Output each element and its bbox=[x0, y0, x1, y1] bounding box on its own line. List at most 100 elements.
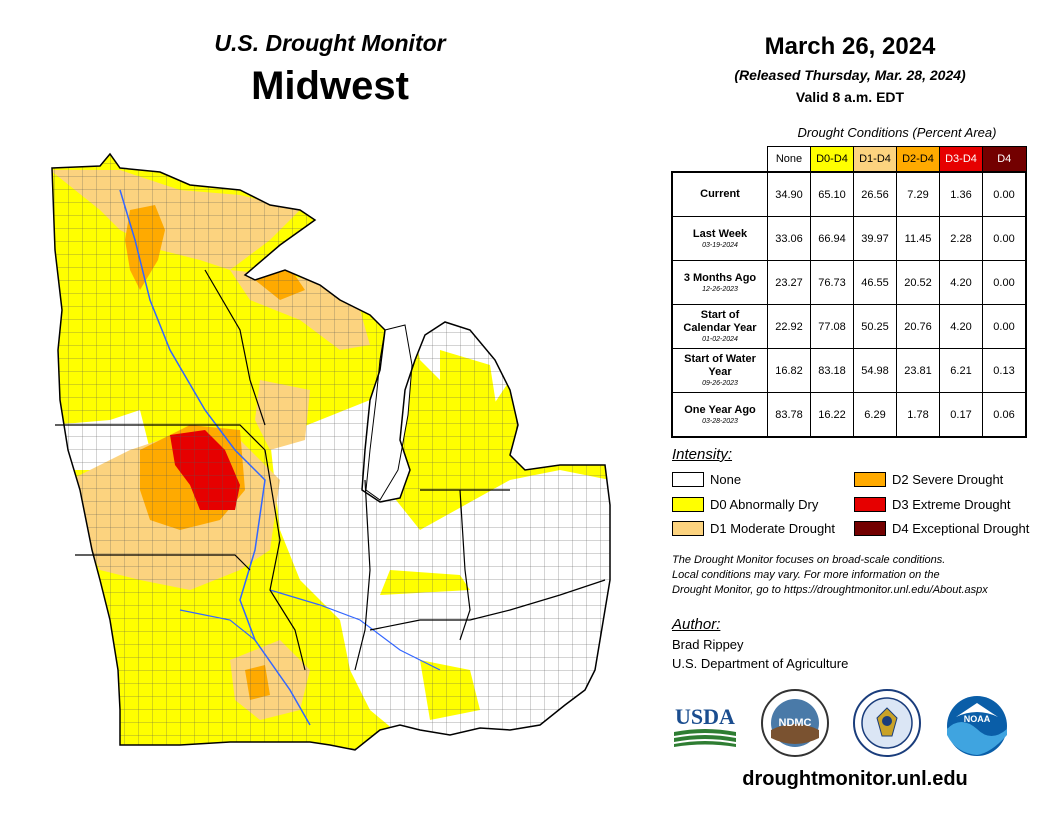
table-cell: 34.90 bbox=[767, 171, 811, 217]
table-cell: 54.98 bbox=[853, 348, 897, 393]
table-cell: 22.92 bbox=[767, 304, 811, 349]
row-date: 09-26-2023 bbox=[702, 380, 738, 387]
legend-swatch bbox=[672, 472, 704, 487]
table-cell: 0.00 bbox=[982, 304, 1027, 349]
row-label: One Year Ago 03-28-2023 bbox=[671, 392, 768, 438]
table-cell: 20.76 bbox=[896, 304, 940, 349]
ndmc-logo: NDMC bbox=[761, 689, 829, 757]
mn-ia-border bbox=[55, 424, 266, 451]
row-date: 12-26-2023 bbox=[702, 285, 738, 293]
il-in-border bbox=[354, 479, 371, 671]
table-cell: 1.36 bbox=[939, 171, 983, 217]
note-line: Local conditions may vary. For more info… bbox=[672, 569, 940, 581]
website-url[interactable]: droughtmonitor.unl.edu bbox=[742, 768, 968, 790]
map-title: U.S. Drought Monitor bbox=[214, 30, 446, 56]
legend-swatch bbox=[854, 521, 886, 536]
table-cell: 4.20 bbox=[939, 260, 983, 305]
drought-stats-table: None D0-D4 D1-D4 D2-D4 D3-D4 D4 Current 3… bbox=[671, 146, 1027, 438]
table-cell: 23.81 bbox=[896, 348, 940, 393]
table-cell: 0.00 bbox=[982, 216, 1027, 261]
row-date: 03-28-2023 bbox=[702, 417, 738, 425]
noaa-logo: NOAA bbox=[947, 696, 1007, 756]
author-organization: U.S. Department of Agriculture bbox=[672, 656, 849, 671]
table-cell: 83.18 bbox=[810, 348, 854, 393]
table-cell: 6.29 bbox=[853, 392, 897, 438]
table-row: Current 34.90 65.10 26.56 7.29 1.36 0.00 bbox=[671, 171, 1027, 217]
table-header-row: None D0-D4 D1-D4 D2-D4 D3-D4 D4 bbox=[672, 146, 1027, 173]
col-header: None bbox=[767, 146, 811, 173]
table-cell: 39.97 bbox=[853, 216, 897, 261]
usda-logo: USDA bbox=[674, 704, 736, 747]
table-cell: 7.29 bbox=[896, 171, 940, 217]
table-cell: 0.00 bbox=[982, 260, 1027, 305]
row-label-text: Start of Water Year bbox=[684, 353, 756, 378]
row-label: 3 Months Ago 12-26-2023 bbox=[671, 260, 768, 305]
usda-logo-text: USDA bbox=[675, 704, 735, 729]
legend-swatch bbox=[854, 472, 886, 487]
table-cell: 23.27 bbox=[767, 260, 811, 305]
row-label-text: Last Week bbox=[692, 227, 748, 240]
commerce-seal bbox=[853, 689, 921, 757]
missouri-river bbox=[179, 609, 256, 641]
row-label: Start of Calendar Year 01-02-2024 bbox=[671, 304, 768, 349]
table-cell: 1.78 bbox=[896, 392, 940, 438]
legend-label: D0 Abnormally Dry bbox=[710, 497, 819, 512]
col-header: D4 bbox=[982, 146, 1027, 173]
table-row: 3 Months Ago 12-26-2023 23.27 76.73 46.55 20.… bbox=[671, 260, 1027, 305]
ia-mo-border bbox=[75, 554, 251, 571]
legend-swatch bbox=[672, 521, 704, 536]
table-cell: 0.06 bbox=[982, 392, 1027, 438]
table-cell: 33.06 bbox=[767, 216, 811, 261]
table-cell: 11.45 bbox=[896, 216, 940, 261]
row-date: 03-19-2024 bbox=[702, 241, 738, 249]
col-header: D2-D4 bbox=[896, 146, 940, 173]
table-cell: 65.10 bbox=[810, 171, 854, 217]
noaa-logo-text: NOAA bbox=[964, 714, 991, 724]
row-label-text: Start of Calendar Year bbox=[683, 309, 757, 334]
table-cell: 46.55 bbox=[853, 260, 897, 305]
in-oh-border bbox=[459, 489, 471, 641]
table-cell: 66.94 bbox=[810, 216, 854, 261]
legend-label: D2 Severe Drought bbox=[892, 472, 1004, 487]
table-cell: 0.13 bbox=[982, 348, 1027, 393]
mn-wi-border bbox=[204, 269, 266, 426]
table-cell: 16.82 bbox=[767, 348, 811, 393]
mississippi-river bbox=[119, 189, 311, 726]
state-boundaries bbox=[55, 269, 606, 671]
table-row: One Year Ago 03-28-2023 83.78 16.22 6.29 1.78… bbox=[671, 392, 1027, 438]
ohio-river bbox=[269, 589, 441, 671]
table-cell: 2.28 bbox=[939, 216, 983, 261]
table-cell: 83.78 bbox=[767, 392, 811, 438]
legend-label: D3 Extreme Drought bbox=[892, 497, 1011, 512]
author-heading: Author: bbox=[672, 616, 721, 633]
legend-swatch bbox=[854, 497, 886, 512]
ky-border bbox=[369, 579, 606, 631]
table-row: Last Week 03-19-2024 33.06 66.94 39.97 11.45 2… bbox=[671, 216, 1027, 261]
table-cell: 77.08 bbox=[810, 304, 854, 349]
drought-map bbox=[51, 153, 611, 751]
legend-label: None bbox=[710, 472, 742, 487]
row-label: Last Week 03-19-2024 bbox=[671, 216, 768, 261]
table-cell: 50.25 bbox=[853, 304, 897, 349]
il-border bbox=[264, 449, 306, 671]
legend-label: D1 Moderate Drought bbox=[710, 521, 836, 536]
legend-title: Intensity: bbox=[672, 446, 733, 463]
note-line: The Drought Monitor focuses on broad-sca… bbox=[672, 554, 946, 566]
table-cell: 20.52 bbox=[896, 260, 940, 305]
author-name: Brad Rippey bbox=[672, 637, 744, 652]
table-cell: 76.73 bbox=[810, 260, 854, 305]
row-label: Start of Water Year 09-26-2023 bbox=[671, 348, 768, 393]
table-cell: 26.56 bbox=[853, 171, 897, 217]
map-date: March 26, 2024 bbox=[764, 33, 936, 60]
row-date: 01-02-2024 bbox=[702, 336, 738, 343]
col-header: D1-D4 bbox=[853, 146, 897, 173]
table-cell: 4.20 bbox=[939, 304, 983, 349]
row-label-text: Current bbox=[700, 188, 740, 200]
table-caption: Drought Conditions (Percent Area) bbox=[797, 125, 997, 140]
table-cell: 0.00 bbox=[982, 171, 1027, 217]
row-label-text: One Year Ago bbox=[684, 403, 756, 416]
county-lines bbox=[52, 154, 610, 750]
row-label: Current bbox=[671, 171, 768, 217]
col-header: D0-D4 bbox=[810, 146, 854, 173]
row-label-text: 3 Months Ago bbox=[683, 271, 757, 284]
